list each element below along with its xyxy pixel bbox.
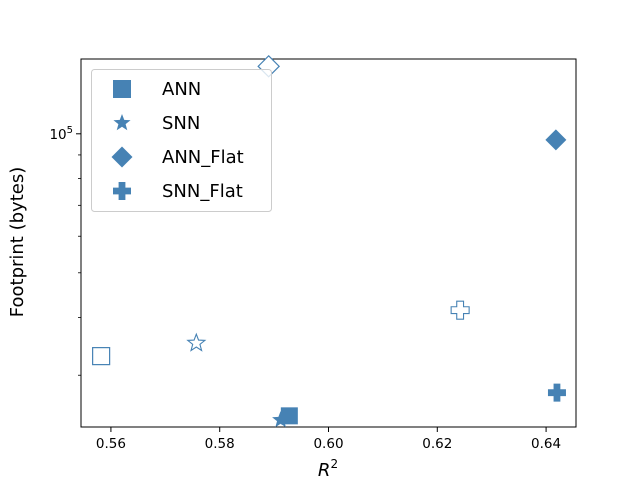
- point-snn-filled: [272, 410, 290, 428]
- y-axis-label: Footprint (bytes): [7, 167, 28, 317]
- point-snn-flat-hollow: [450, 300, 470, 320]
- legend-marker-snn: [113, 114, 131, 131]
- x-tick-label: 0.62: [422, 436, 452, 452]
- x-axis-label: R2: [318, 457, 338, 480]
- legend-marker-ann: [113, 80, 131, 98]
- point-snn-flat-filled: [547, 383, 566, 402]
- x-tick-label: 0.56: [96, 436, 126, 452]
- x-axis-label-base: R: [318, 460, 331, 480]
- x-tick-label: 0.60: [313, 436, 343, 452]
- x-tick-label: 0.64: [531, 436, 561, 452]
- x-tick-label: 0.58: [205, 436, 235, 452]
- y-tick-label: 105: [49, 125, 73, 143]
- legend-label: ANN: [162, 79, 201, 100]
- legend-marker-ann-flat: [111, 146, 133, 168]
- data-points: [92, 54, 567, 428]
- legend-label: ANN_Flat: [162, 147, 244, 168]
- x-axis-label-sup: 2: [330, 457, 338, 471]
- point-snn-hollow: [186, 332, 207, 352]
- legend-label: SNN_Flat: [162, 181, 243, 202]
- point-ann-hollow: [92, 347, 111, 366]
- legend: ANN SNN ANN_Flat SNN_Flat: [91, 69, 272, 212]
- legend-marker-snn-flat: [113, 182, 131, 200]
- axes: 0.56 0.58 0.60 0.62 0.64 105: [49, 58, 577, 452]
- point-ann-flat-filled: [545, 129, 567, 151]
- legend-label: SNN: [162, 113, 200, 134]
- legend-frame: [91, 69, 272, 212]
